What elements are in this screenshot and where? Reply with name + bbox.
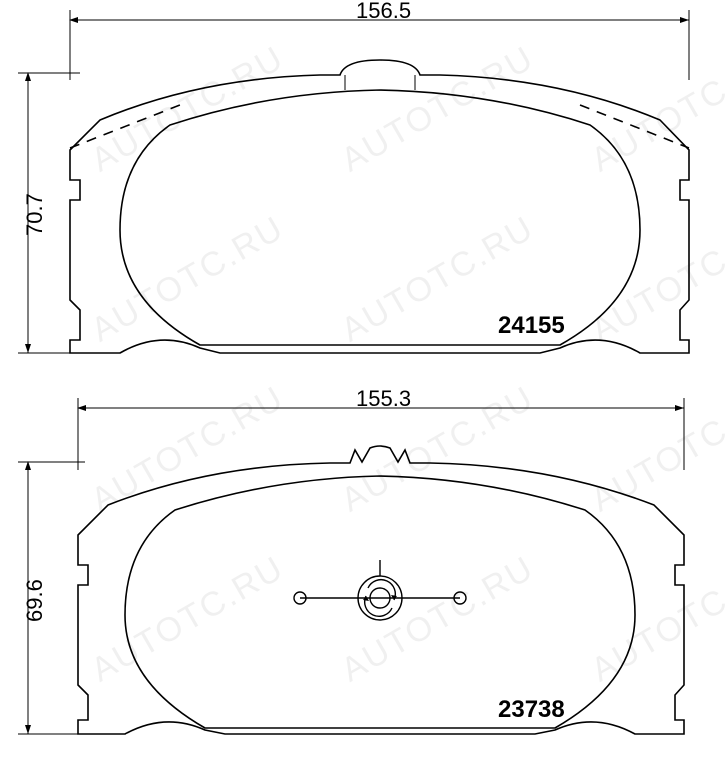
bottom-part-number: 23738	[498, 696, 565, 724]
technical-drawing-svg	[0, 0, 727, 768]
top-part-number: 24155	[498, 312, 565, 340]
top-height-label: 70.7	[22, 193, 48, 236]
bottom-width-label: 155.3	[356, 386, 411, 412]
top-pad-outline	[70, 60, 689, 353]
bottom-height-label: 69.6	[22, 579, 48, 622]
top-width-label: 156.5	[356, 0, 411, 24]
drawing-canvas: AUTOTC.RU AUTOTC.RU AUTOTC.RU AUTOTC.RU …	[0, 0, 727, 768]
bottom-pad-outline	[78, 446, 684, 734]
